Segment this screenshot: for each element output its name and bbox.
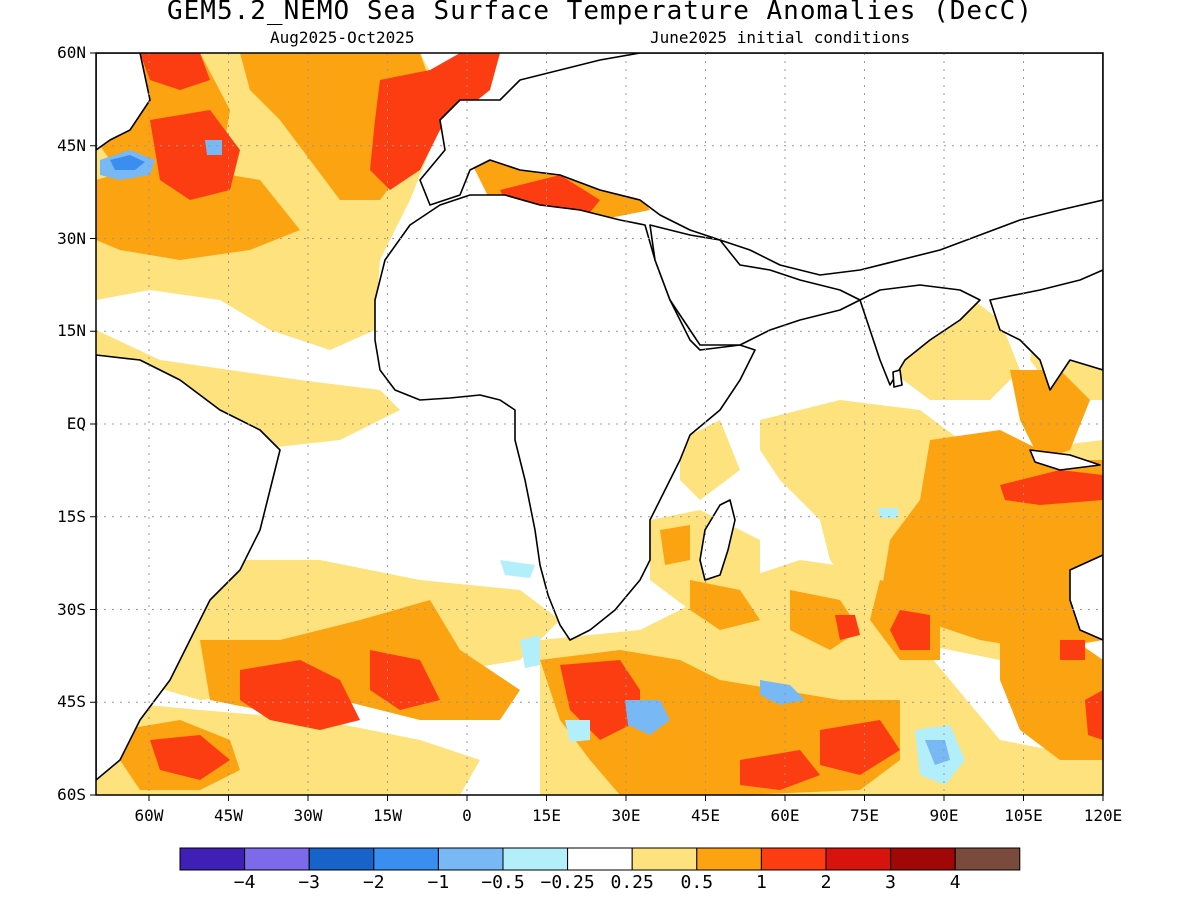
forecast-period: Aug2025-Oct2025 — [270, 28, 415, 47]
north-america-outline — [96, 53, 151, 151]
axis-ticks — [90, 52, 1104, 801]
lon-tick-label: 15W — [373, 806, 402, 825]
colorbar-label: 1 — [755, 872, 767, 893]
map-title: GEM5.2_NEMO Sea Surface Temperature Anom… — [167, 0, 1033, 26]
lon-tick-label: 120E — [1083, 806, 1123, 825]
anomaly-field — [96, 53, 1103, 795]
lat-tick-label: 15N — [57, 321, 86, 341]
colorbar-swatch — [890, 847, 956, 871]
colorbar — [179, 847, 1021, 871]
colorbar-label: 3 — [885, 872, 897, 893]
colorbar-swatch — [954, 847, 1021, 871]
colorbar-label: −3 — [298, 872, 321, 893]
europe-outline — [419, 53, 1103, 276]
colorbar-swatch — [631, 847, 698, 871]
colorbar-label: 4 — [949, 872, 961, 893]
lat-tick-label: 30N — [57, 228, 86, 248]
colorbar-swatch — [373, 847, 439, 871]
colorbar-label: −4 — [233, 872, 256, 893]
lat-tick-label: 15S — [57, 506, 86, 526]
arabia-outline — [649, 224, 861, 346]
colorbar-label: 2 — [820, 872, 832, 893]
lat-tick-label: EQ — [66, 414, 86, 433]
lat-tick-label: 60N — [57, 43, 86, 62]
colorbar-swatch — [567, 847, 633, 871]
colorbar-label: 0.25 — [610, 872, 654, 893]
colorbar-swatch — [696, 847, 762, 871]
colorbar-swatch — [308, 847, 375, 871]
africa-outline — [374, 194, 756, 641]
lon-tick-label: 30W — [293, 806, 323, 825]
colorbar-swatch — [179, 847, 246, 871]
anomaly-negative — [100, 140, 965, 785]
lat-tick-label: 45S — [57, 692, 86, 712]
lon-tick-label: 45W — [214, 806, 243, 825]
sri-lanka-outline — [892, 369, 903, 388]
colorbar-label: −0.25 — [540, 872, 595, 893]
lon-tick-label: 105E — [1004, 806, 1043, 825]
colorbar-swatch — [437, 847, 504, 871]
colorbar-swatch — [760, 847, 827, 871]
south-america-outline — [96, 354, 281, 781]
colorbar-swatch — [825, 847, 892, 871]
australia-outline — [1069, 554, 1103, 641]
lat-tick-label: 45N — [57, 135, 86, 155]
india-outline — [859, 284, 981, 386]
colorbar-swatch — [244, 847, 310, 871]
colorbar-label: 0.5 — [680, 872, 714, 893]
indonesia-outline — [1029, 449, 1101, 471]
se-asia-outline — [989, 269, 1103, 391]
madagascar-outline — [699, 499, 736, 581]
lon-tick-label: 30E — [611, 806, 641, 825]
initial-conditions-label: June2025 initial conditions — [650, 28, 911, 47]
lat-tick-label: 60S — [57, 785, 86, 804]
colorbar-label: −0.5 — [481, 872, 525, 893]
lon-tick-label: 90E — [929, 806, 959, 825]
lon-tick-label: 60E — [770, 806, 800, 825]
lon-tick-label: 45E — [691, 806, 720, 825]
coastlines — [96, 53, 1103, 781]
lat-tick-label: 30S — [57, 599, 86, 619]
lon-tick-label: 75E — [850, 806, 879, 825]
anomaly-1-2 — [140, 53, 1103, 790]
colorbar-label: −2 — [362, 872, 385, 893]
colorbar-label: −1 — [427, 872, 450, 893]
lon-tick-label: 60W — [134, 806, 164, 825]
lon-tick-label: 0 — [462, 806, 472, 825]
lon-tick-label: 15E — [532, 806, 561, 825]
colorbar-swatch — [502, 847, 569, 871]
